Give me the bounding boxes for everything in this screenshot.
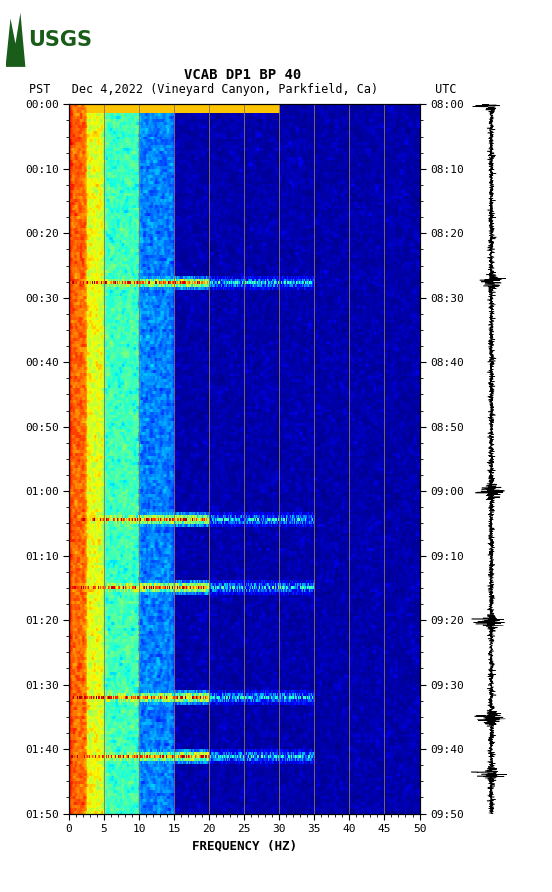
Polygon shape — [6, 12, 25, 67]
Text: USGS: USGS — [28, 29, 92, 50]
Text: VCAB DP1 BP 40: VCAB DP1 BP 40 — [184, 68, 301, 82]
X-axis label: FREQUENCY (HZ): FREQUENCY (HZ) — [192, 839, 297, 853]
Text: PST   Dec 4,2022 (Vineyard Canyon, Parkfield, Ca)        UTC: PST Dec 4,2022 (Vineyard Canyon, Parkfie… — [29, 83, 457, 96]
